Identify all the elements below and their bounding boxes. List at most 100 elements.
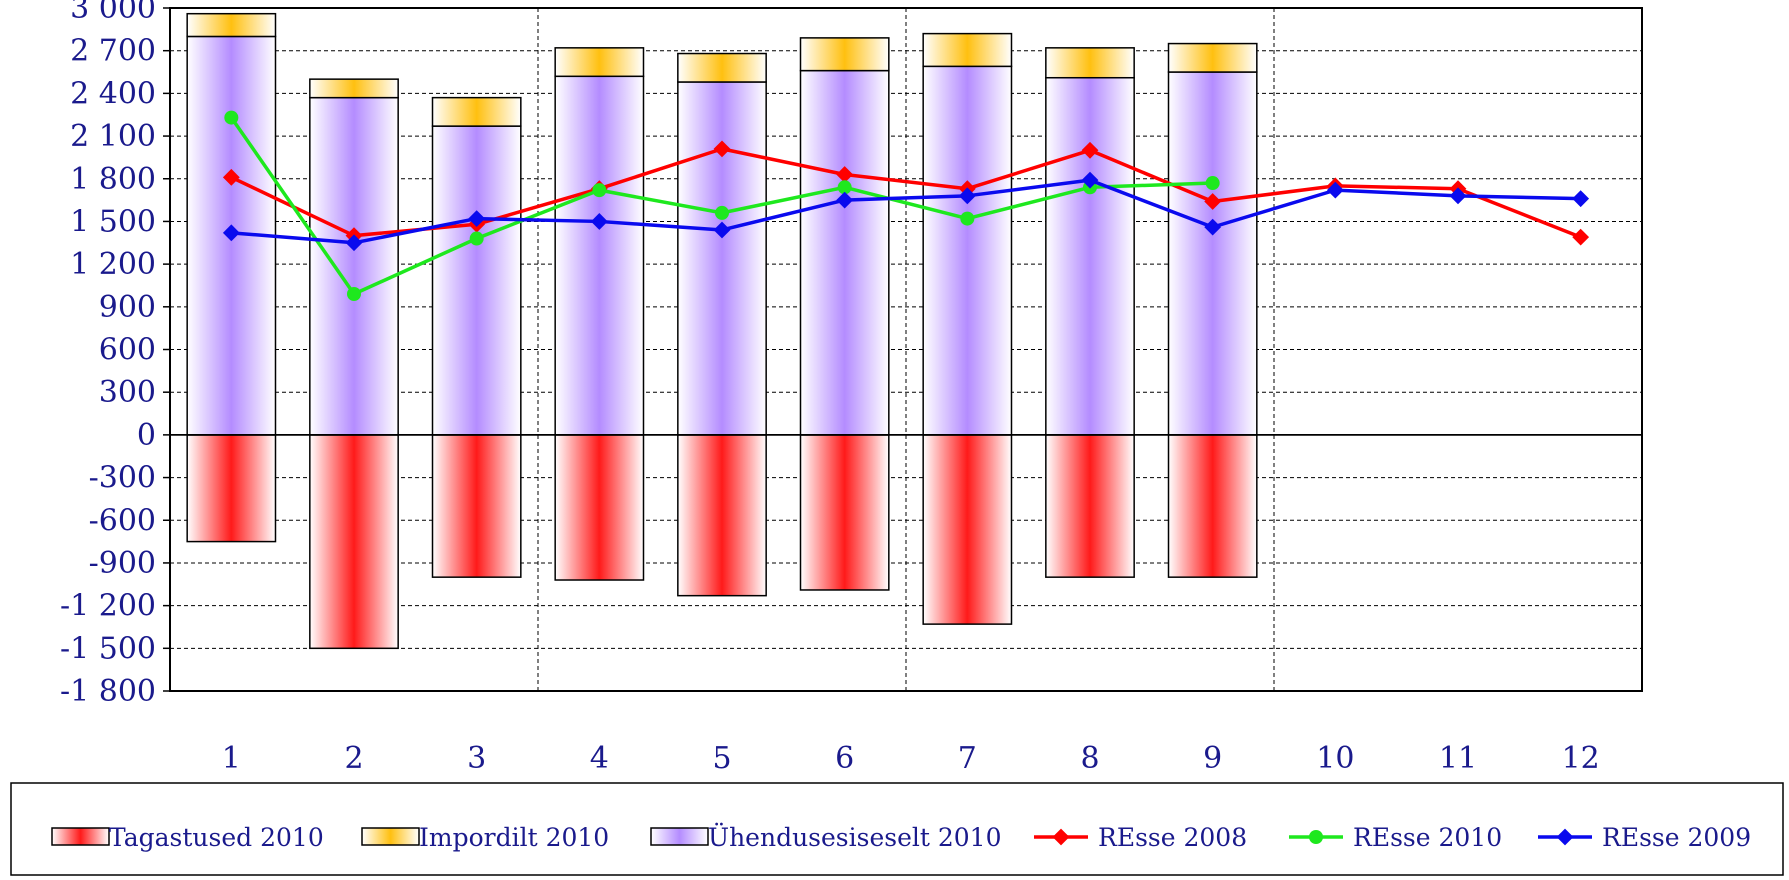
y-tick-label: -900 <box>89 546 156 581</box>
y-tick-label: 2 700 <box>70 34 156 69</box>
bar-uhendusesiseselt-2010 <box>431 125 522 436</box>
legend-swatch-tagastused-2010 <box>51 827 110 846</box>
series-point-resse-2009 <box>1204 218 1222 236</box>
bar-tagastused-2010 <box>554 434 645 581</box>
legend-swatch-impordilt-2010 <box>361 827 420 846</box>
y-tick-label: 1 500 <box>70 204 156 239</box>
lines <box>222 110 1590 302</box>
x-tick-label: 2 <box>344 741 363 776</box>
series-point-resse-2008 <box>836 166 854 183</box>
series-point-resse-2008 <box>1572 228 1590 246</box>
bar-impordilt-2010 <box>431 96 522 127</box>
y-tick-label: -600 <box>89 503 156 538</box>
bar-uhendusesiseselt-2010 <box>1167 71 1258 436</box>
series-point-resse-2010 <box>837 180 852 195</box>
bar-tagastused-2010 <box>186 434 277 543</box>
series-point-resse-2010 <box>347 287 361 302</box>
series-point-resse-2009 <box>1449 187 1467 205</box>
bar-tagastused-2010 <box>677 434 767 597</box>
y-tick-label: 300 <box>99 375 156 410</box>
bar-uhendusesiseselt-2010 <box>554 75 645 436</box>
legend-marker-resse-2008 <box>1052 828 1070 846</box>
series-point-resse-2009 <box>345 234 363 252</box>
series-line-resse-2009 <box>231 178 1581 245</box>
series-point-resse-2009 <box>590 213 608 230</box>
bar-uhendusesiseselt-2010 <box>799 69 890 436</box>
series-point-resse-2009 <box>1572 190 1590 208</box>
series-line-resse-2008 <box>230 147 1582 239</box>
legend-marker-resse-2010 <box>1309 830 1323 844</box>
series-point-resse-2009 <box>1081 171 1099 189</box>
legend-label-resse-2009: REsse 2009 <box>1602 823 1751 852</box>
legend: Tagastused 2010 Impordilt 2010 Ühendusesis… <box>10 782 1784 876</box>
y-tick-label: 0 <box>137 418 156 453</box>
y-tick-label: -1 500 <box>60 631 156 666</box>
series-point-resse-2010 <box>592 183 607 198</box>
legend-label-resse-2010: REsse 2010 <box>1353 823 1502 852</box>
series-point-resse-2009 <box>836 191 854 209</box>
y-tick-label: 900 <box>99 290 156 325</box>
series-point-resse-2010 <box>960 211 975 226</box>
series-point-resse-2008 <box>1204 193 1222 210</box>
bar-impordilt-2010 <box>309 78 399 99</box>
bar-impordilt-2010 <box>799 37 890 72</box>
legend-label-tagastused-2010: Tagastused 2010 <box>109 823 324 852</box>
x-tick-label: 10 <box>1316 741 1354 776</box>
bar-impordilt-2010 <box>1167 42 1258 73</box>
series-point-resse-2009 <box>713 221 731 239</box>
series-point-resse-2009 <box>468 210 486 227</box>
x-tick-label: 5 <box>712 741 731 776</box>
y-tick-label: 600 <box>99 333 156 368</box>
y-tick-label: 1 200 <box>70 247 156 282</box>
y-tick-label: -300 <box>89 461 156 496</box>
legend-label-impordilt-2010: Impordilt 2010 <box>419 823 609 852</box>
x-tick-label: 9 <box>1203 741 1222 776</box>
y-tick-label: 3 000 <box>70 0 156 26</box>
y-tick-label: 2 100 <box>70 119 156 154</box>
bar-tagastused-2010 <box>799 434 890 591</box>
x-tick-label: 3 <box>467 741 486 776</box>
bar-impordilt-2010 <box>922 32 1013 68</box>
series-point-resse-2008 <box>222 168 240 186</box>
x-tick-label: 1 <box>222 741 241 776</box>
series-point-resse-2008 <box>713 140 731 158</box>
legend-marker-resse-2009 <box>1556 828 1574 846</box>
series-point-resse-2010 <box>715 205 729 220</box>
legend-box <box>10 782 1784 876</box>
series-point-resse-2010 <box>469 231 484 246</box>
series-point-resse-2009 <box>222 224 240 242</box>
x-tick-label: 11 <box>1439 741 1477 776</box>
series-point-resse-2009 <box>1326 181 1344 199</box>
bar-tagastused-2010 <box>431 434 522 578</box>
x-tick-label: 4 <box>590 741 609 776</box>
legend-label--hendusesiseselt-2010: Ühendusesiseselt 2010 <box>708 823 1001 852</box>
bar-impordilt-2010 <box>677 52 767 83</box>
bar-uhendusesiseselt-2010 <box>677 81 767 436</box>
plot-frame <box>169 7 1643 692</box>
bar-tagastused-2010 <box>922 434 1013 625</box>
bar-impordilt-2010 <box>186 12 277 38</box>
series-point-resse-2009 <box>958 187 976 205</box>
x-tick-label: 12 <box>1562 741 1600 776</box>
bar-tagastused-2010 <box>309 434 399 650</box>
y-tick-label: -1 200 <box>60 589 156 624</box>
bar-impordilt-2010 <box>1045 47 1135 79</box>
x-tick-label: 7 <box>958 741 977 776</box>
x-tick-label: 6 <box>835 741 854 776</box>
bar-tagastused-2010 <box>1167 434 1258 578</box>
series-point-resse-2010 <box>224 110 239 125</box>
bar-tagastused-2010 <box>1045 434 1135 578</box>
x-tick-label: 8 <box>1080 741 1099 776</box>
legend-swatch--hendusesiseselt-2010 <box>650 827 709 846</box>
grid <box>170 8 1642 691</box>
legend-label-resse-2008: REsse 2008 <box>1098 823 1247 852</box>
y-tick-label: 2 400 <box>70 76 156 111</box>
series-point-resse-2010 <box>1205 176 1220 191</box>
bars <box>186 12 1258 650</box>
series-point-resse-2008 <box>1081 141 1099 159</box>
bar-uhendusesiseselt-2010 <box>922 65 1013 436</box>
y-tick-label: 1 800 <box>70 162 156 197</box>
